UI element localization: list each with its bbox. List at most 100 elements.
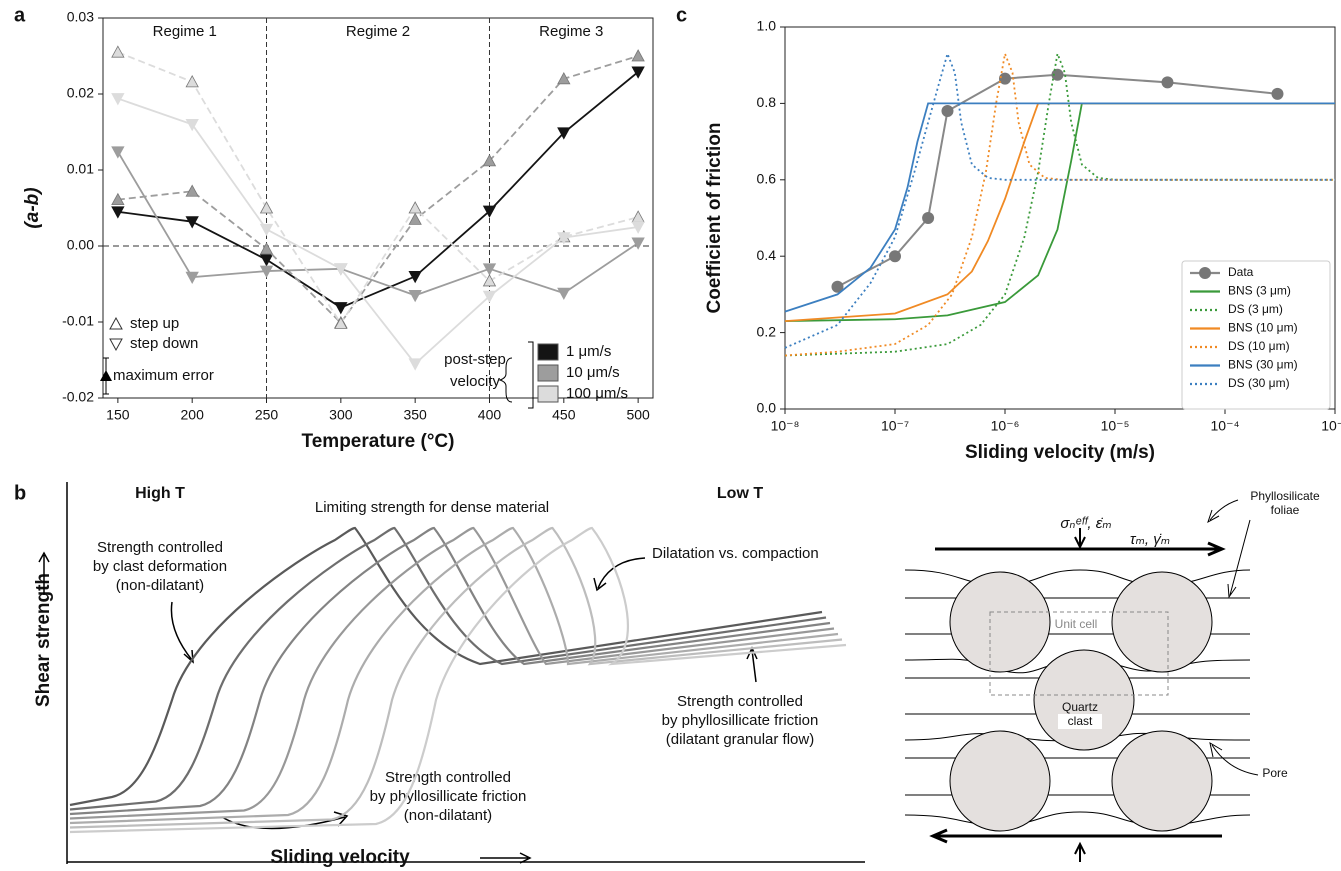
legend-swatch	[537, 343, 559, 361]
x-tick-label: 10⁻⁸	[771, 418, 800, 434]
label: by clast deformation	[93, 558, 227, 575]
strength-curve	[69, 526, 823, 807]
data-point	[922, 212, 935, 224]
clast	[949, 730, 1051, 832]
legend-swatch	[537, 385, 559, 403]
legend-marker	[109, 316, 123, 330]
data-point	[631, 210, 645, 223]
y-axis-title: Coefficient of friction	[704, 122, 725, 313]
data-point	[631, 221, 645, 234]
data-point	[889, 250, 901, 263]
legend-label: BNS (10 μm)	[1228, 321, 1298, 335]
data-point	[631, 66, 645, 79]
y-tick-label: -0.02	[62, 389, 94, 405]
data-point	[408, 270, 422, 284]
y-tick-label: 0.0	[757, 400, 777, 416]
strength-curve	[69, 526, 831, 816]
label-bg	[1058, 714, 1102, 729]
data-point	[408, 289, 422, 303]
data-point	[557, 71, 571, 85]
legend-label: BNS (30 μm)	[1228, 358, 1298, 372]
strength-curve	[69, 526, 847, 834]
data-point	[408, 201, 422, 214]
strength-curve	[69, 526, 835, 820]
label: Pore	[1262, 766, 1288, 780]
data-point	[185, 119, 199, 132]
arrow	[929, 828, 1222, 844]
panel-label: c	[676, 4, 687, 26]
data-point	[999, 72, 1011, 85]
data-point	[334, 316, 348, 329]
legend-label: 100 μm/s	[566, 385, 628, 402]
legend-marker	[100, 370, 112, 381]
data-point	[111, 45, 125, 58]
arrow	[221, 811, 349, 830]
data-point	[557, 287, 571, 300]
x-tick-label: 350	[403, 407, 427, 423]
y-tick-label: 1.0	[757, 18, 777, 34]
arrow	[1074, 841, 1086, 862]
legend-label: Data	[1228, 265, 1254, 279]
legend-label: DS (30 μm)	[1228, 376, 1290, 390]
label: Dilatation vs. compaction	[652, 545, 819, 562]
data-point	[557, 232, 571, 245]
data-point	[831, 280, 844, 293]
data-point	[334, 302, 348, 315]
y-tick-label: 0.01	[67, 161, 94, 177]
label: Strength controlled	[97, 539, 223, 556]
regime-label: Regime 1	[153, 23, 217, 40]
legend-label: 10 μm/s	[566, 364, 620, 381]
legend-brace	[498, 357, 513, 403]
x-tick-label: 250	[255, 407, 279, 423]
data-point	[259, 242, 274, 255]
clasts	[949, 571, 1213, 832]
x-tick-label: 10⁻³	[1321, 418, 1341, 434]
legend-label: step up	[130, 315, 179, 332]
label: Limiting strength for dense material	[315, 499, 549, 516]
label: Low T	[717, 485, 763, 502]
strength-curve	[69, 526, 843, 829]
legend-label: maximum error	[113, 367, 214, 384]
arrow	[935, 541, 1226, 557]
legend-label: 1 μm/s	[566, 343, 611, 360]
legend-swatch	[1199, 267, 1211, 279]
series-line	[117, 151, 639, 297]
x-tick-label: 200	[181, 407, 205, 423]
arrow	[1227, 519, 1251, 599]
legend-label: DS (3 μm)	[1228, 302, 1283, 316]
strength-curve	[69, 526, 839, 825]
label: (dilatant granular flow)	[666, 731, 814, 748]
arrow	[593, 557, 646, 592]
series-line	[117, 51, 639, 326]
arrow	[1074, 528, 1086, 550]
label: (non-dilatant)	[404, 807, 492, 824]
legend-title: velocity	[450, 373, 501, 390]
strength-curve	[69, 526, 827, 811]
y-tick-label: 0.4	[757, 247, 777, 263]
label: High T	[135, 485, 185, 502]
arrow	[1209, 741, 1259, 776]
axis-title: Shear strength	[33, 573, 54, 707]
label: Strength controlled	[385, 769, 511, 786]
unit-cell-diagram	[904, 499, 1259, 862]
x-tick-label: 300	[329, 407, 353, 423]
y-tick-label: -0.01	[62, 313, 94, 329]
label: foliae	[1271, 503, 1300, 517]
data-point	[185, 271, 199, 284]
legend-label: step down	[130, 335, 198, 352]
data-point	[408, 358, 422, 371]
plot-frame	[102, 17, 654, 399]
series-line	[117, 71, 639, 309]
x-tick-label: 400	[478, 407, 502, 423]
data-point	[482, 290, 497, 303]
data-point	[111, 146, 125, 159]
data-point	[482, 154, 497, 167]
data-point	[408, 212, 422, 225]
arrow	[1207, 499, 1239, 524]
series-line	[784, 102, 1335, 323]
label: (non-dilatant)	[116, 577, 204, 594]
label: σₙᵉᶠᶠ, ε̇ₘ	[1060, 515, 1111, 532]
regime-label: Regime 2	[346, 23, 410, 40]
label: Phyllosilicate	[1250, 489, 1320, 503]
legend-bracket	[528, 341, 534, 409]
